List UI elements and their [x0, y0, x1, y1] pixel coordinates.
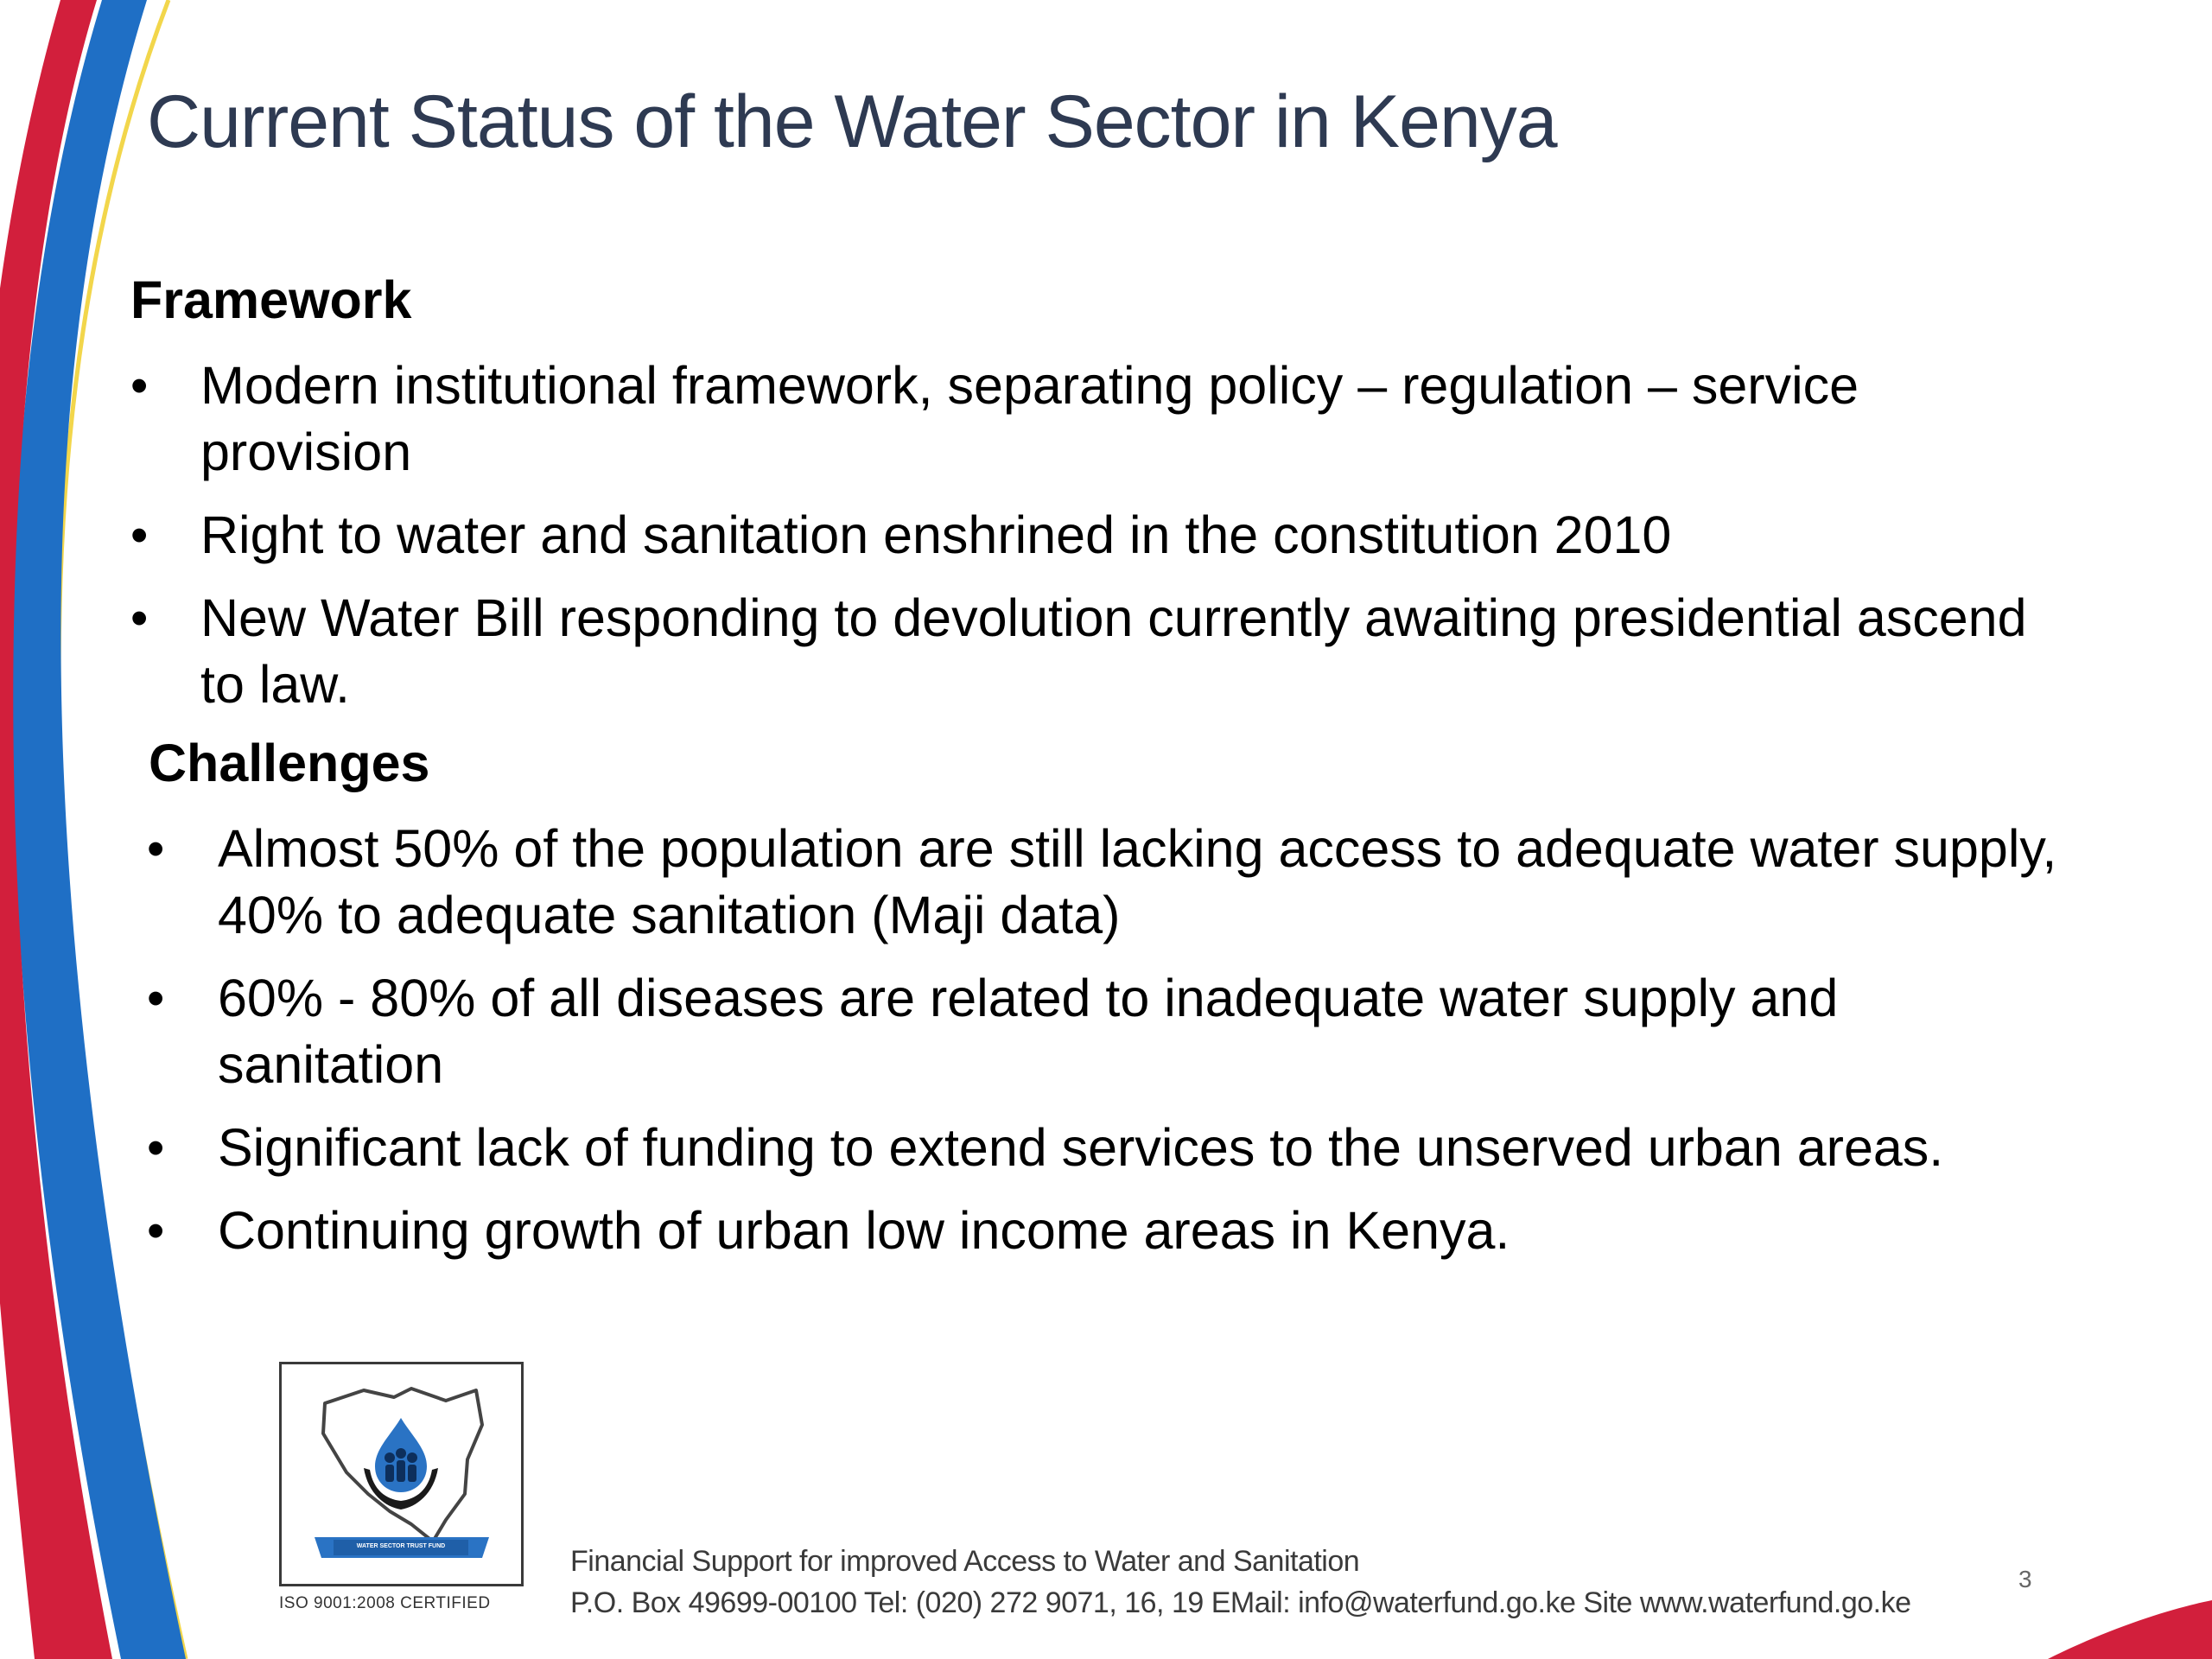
kenya-map-water-drop-icon: WATER SECTOR TRUST FUND: [315, 1387, 489, 1558]
bullet-icon: •: [130, 358, 149, 414]
list-item: • 60% - 80% of all diseases are related …: [147, 965, 2074, 1098]
list-item: • Modern institutional framework, separa…: [130, 353, 2057, 486]
logo-banner-text: WATER SECTOR TRUST FUND: [357, 1543, 445, 1549]
list-item: • New Water Bill responding to devolutio…: [130, 585, 2057, 718]
bullet-text: Almost 50% of the population are still l…: [218, 819, 2057, 944]
bullet-text: Significant lack of funding to extend se…: [218, 1118, 1944, 1177]
list-item: • Continuing growth of urban low income …: [147, 1198, 2074, 1264]
list-item: • Right to water and sanitation enshrine…: [130, 502, 2057, 569]
water-sector-trust-fund-logo: WATER SECTOR TRUST FUND: [279, 1362, 524, 1586]
framework-heading: Framework: [130, 270, 412, 329]
slide-title: Current Status of the Water Sector in Ke…: [147, 80, 1558, 163]
bullet-icon: •: [147, 1203, 165, 1259]
challenges-bullet-list: • Almost 50% of the population are still…: [147, 816, 2074, 1281]
bullet-icon: •: [147, 821, 165, 877]
bullet-icon: •: [130, 507, 149, 563]
framework-bullet-list: • Modern institutional framework, separa…: [130, 353, 2057, 734]
challenges-heading: Challenges: [149, 734, 430, 792]
bullet-icon: •: [147, 1120, 165, 1176]
list-item: • Significant lack of funding to extend …: [147, 1115, 2074, 1181]
bullet-text: Right to water and sanitation enshrined …: [200, 505, 1672, 564]
bullet-text: New Water Bill responding to devolution …: [200, 588, 2027, 714]
footer-contact: P.O. Box 49699-00100 Tel: (020) 272 9071…: [570, 1586, 1911, 1619]
bullet-icon: •: [147, 970, 165, 1027]
iso-certification-label: ISO 9001:2008 CERTIFIED: [279, 1594, 491, 1612]
slide-number: 3: [2018, 1566, 2032, 1592]
bullet-text: 60% - 80% of all diseases are related to…: [218, 969, 1839, 1094]
bullet-text: Continuing growth of urban low income ar…: [218, 1201, 1510, 1260]
footer-tagline: Financial Support for improved Access to…: [570, 1545, 1360, 1578]
bullet-icon: •: [130, 590, 149, 646]
bullet-text: Modern institutional framework, separati…: [200, 356, 1859, 481]
list-item: • Almost 50% of the population are still…: [147, 816, 2074, 949]
